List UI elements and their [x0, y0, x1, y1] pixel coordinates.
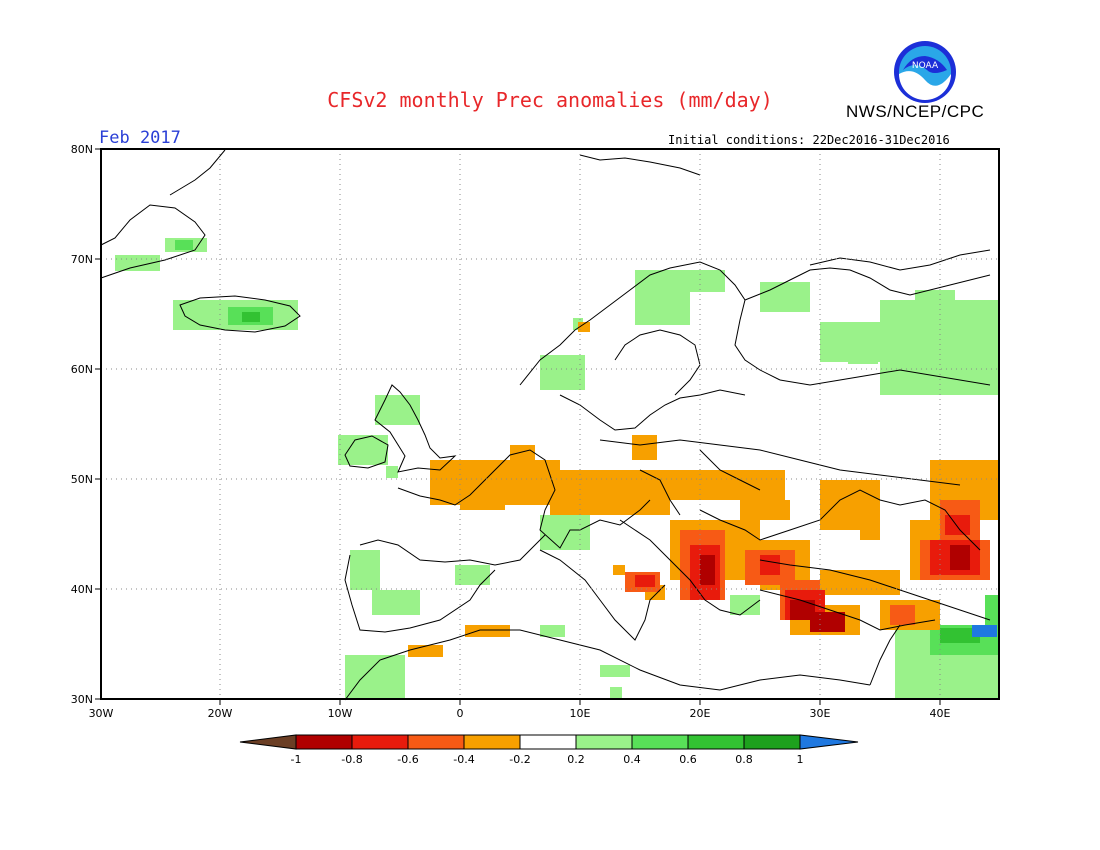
lon-tick-label: 10E [570, 707, 591, 720]
svg-text:NOAA: NOAA [912, 61, 939, 71]
lat-tick-label: 70N [71, 253, 93, 266]
colorbar-label: -0.8 [341, 753, 362, 766]
forecast-month: Feb 2017 [99, 128, 181, 148]
map-grid [101, 149, 999, 699]
colorbar-segment [463, 734, 521, 750]
initial-conditions: Initial conditions: 22Dec2016-31Dec2016 [668, 133, 950, 147]
lat-tick-label: 80N [71, 143, 93, 156]
colorbar-label: 0.4 [623, 753, 641, 766]
colorbar-segment [351, 734, 409, 750]
lon-tick-label: 40E [930, 707, 951, 720]
colorbar-label: -1 [291, 753, 302, 766]
colorbar-label: 0.6 [679, 753, 697, 766]
anomaly-cells [115, 238, 1000, 700]
map-frame [100, 148, 1000, 700]
noaa-logo-icon: NOAA [893, 40, 957, 104]
colorbar-segment [519, 734, 577, 750]
lon-tick-label: 30W [89, 707, 114, 720]
colorbar-segment [743, 734, 801, 750]
lon-tick-label: 20E [690, 707, 711, 720]
agency-label: NWS/NCEP/CPC [846, 102, 985, 121]
colorbar-segment [631, 734, 689, 750]
lat-tick-label: 50N [71, 473, 93, 486]
lat-tick-label: 40N [71, 583, 93, 596]
lat-tick-label: 30N [71, 693, 93, 706]
colorbar-arrow-right [799, 734, 859, 750]
colorbar-segment [575, 734, 633, 750]
colorbar-segment [295, 734, 353, 750]
colorbar-label: 0.8 [735, 753, 753, 766]
colorbar-label: -0.6 [397, 753, 418, 766]
colorbar-label: 0.2 [567, 753, 585, 766]
map-title: CFSv2 monthly Prec anomalies (mm/day) [327, 88, 773, 112]
lon-tick-label: 30E [810, 707, 831, 720]
colorbar-segment [407, 734, 465, 750]
colorbar-label: 1 [797, 753, 804, 766]
lon-tick-label: 20W [208, 707, 233, 720]
colorbar-arrow-left [239, 734, 297, 750]
colorbar-label: -0.4 [453, 753, 474, 766]
lon-tick-label: 0 [457, 707, 464, 720]
colorbar: -1 -0.8 -0.6 -0.4 -0.2 0.2 0.4 0.6 0.8 1 [239, 734, 859, 766]
colorbar-label: -0.2 [509, 753, 530, 766]
lon-tick-label: 10W [328, 707, 353, 720]
lat-tick-label: 60N [71, 363, 93, 376]
colorbar-segment [687, 734, 745, 750]
